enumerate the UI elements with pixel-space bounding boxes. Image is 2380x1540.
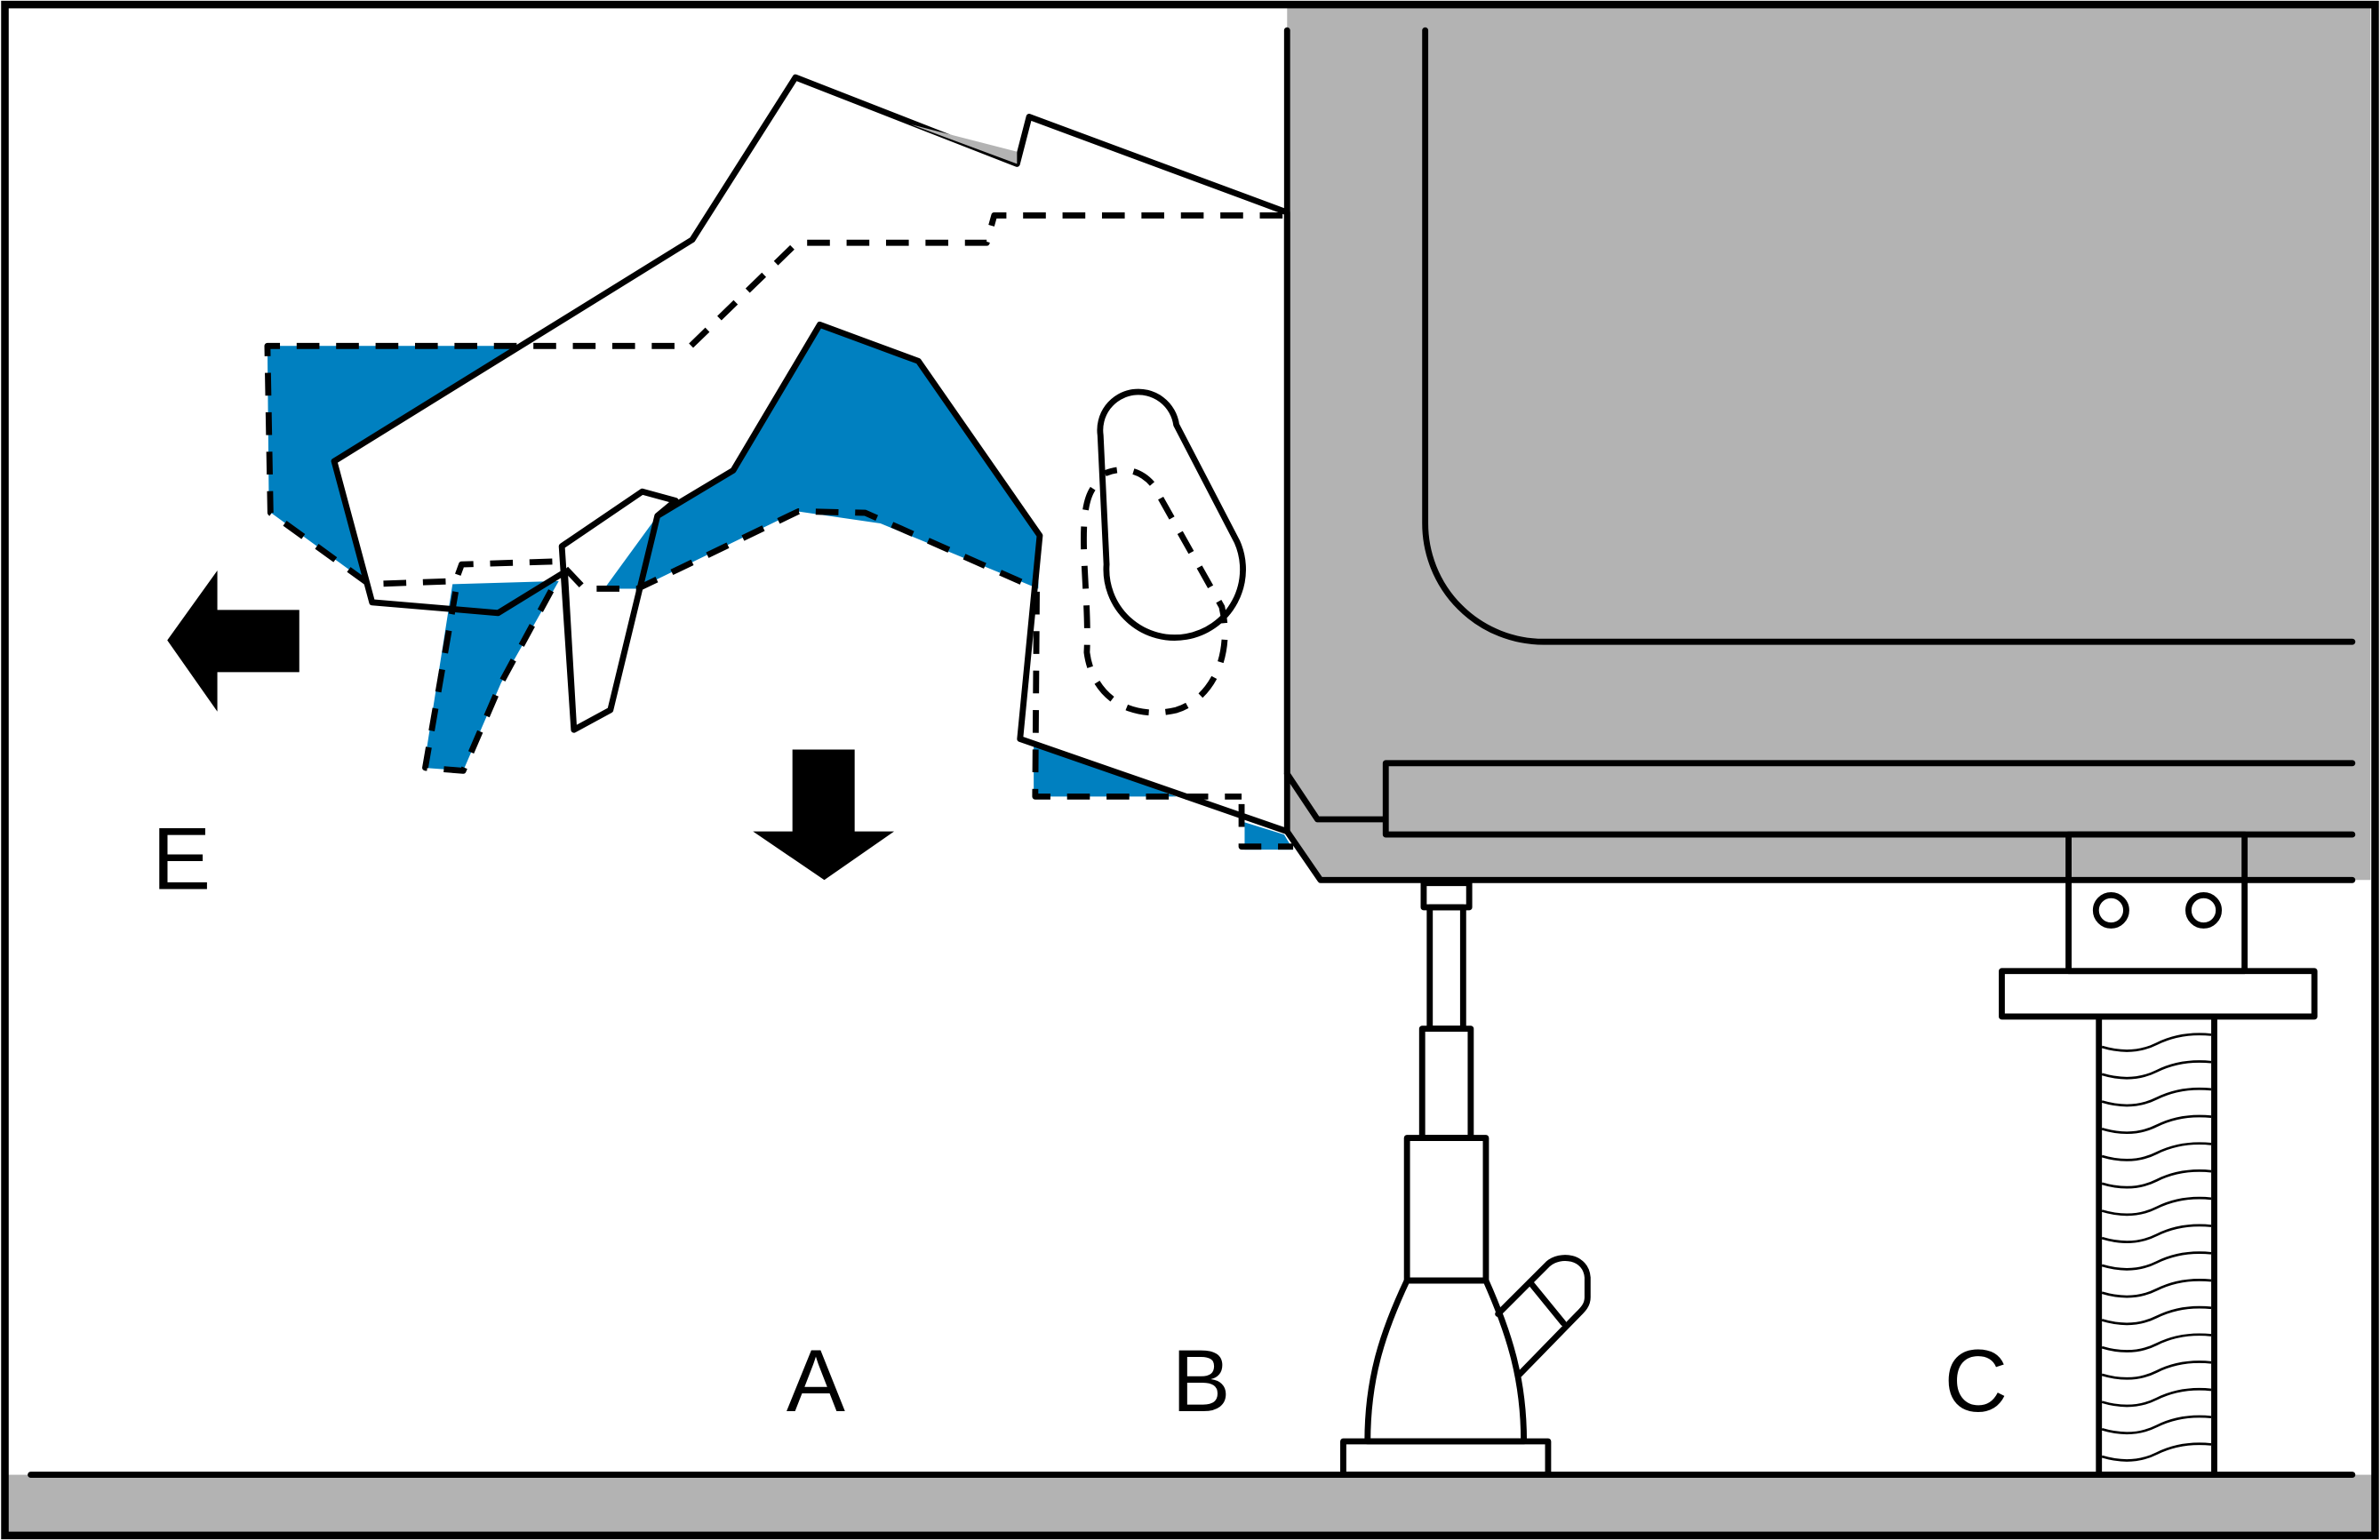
floor <box>4 1472 2376 1536</box>
label-c: C <box>1945 1331 2009 1430</box>
bottle-jack <box>1340 880 1591 1478</box>
gray-bracket <box>331 74 1290 835</box>
machine-body <box>1283 7 2371 883</box>
label-e: E <box>152 810 211 908</box>
arrow-down-icon <box>753 749 895 881</box>
label-b: B <box>1172 1331 1231 1430</box>
arrow-left-icon <box>167 570 299 712</box>
label-a: A <box>787 1331 845 1430</box>
blue-hidden-part <box>267 324 1294 850</box>
dashed-previous-outline <box>264 212 1294 850</box>
screw-jack-stand <box>1999 831 2318 1478</box>
